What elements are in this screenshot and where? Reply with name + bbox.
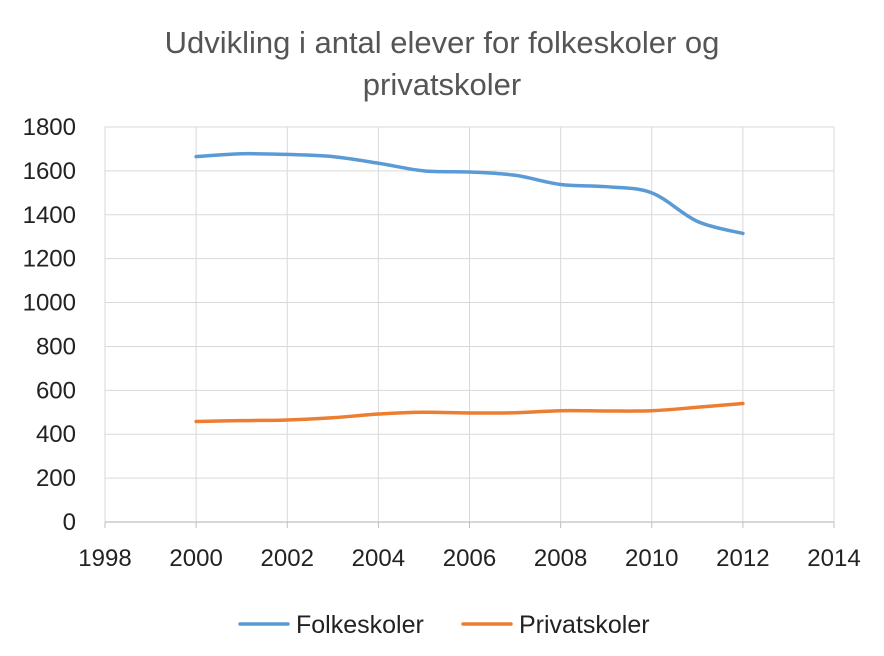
- x-tick-label: 2004: [352, 545, 405, 572]
- chart-title: Udvikling i antal elever for folkeskoler…: [0, 22, 884, 106]
- x-tick-label: 2002: [261, 545, 314, 572]
- gridlines: [104, 126, 835, 523]
- y-tick-label: 0: [63, 509, 76, 536]
- series-line-folkeskoler: [194, 151, 745, 236]
- x-tick-label: 2014: [807, 545, 860, 572]
- x-tick-label: 2012: [716, 545, 769, 572]
- y-tick-label: 800: [36, 333, 76, 360]
- y-tick-label: 1800: [23, 114, 76, 141]
- legend-label-privatskoler: Privatskoler: [519, 611, 650, 639]
- y-axis-ticks: 0 200 400 600 800 1000 1200 1400 1600 1800: [23, 114, 76, 536]
- x-tick-label: 2008: [534, 545, 587, 572]
- x-tick-label: 2000: [169, 545, 222, 572]
- series-line-privatskoler: [194, 401, 745, 424]
- y-tick-label: 200: [36, 465, 76, 492]
- y-tick-label: 400: [36, 421, 76, 448]
- y-tick-label: 1600: [23, 158, 76, 185]
- y-tick-label: 1200: [23, 246, 76, 273]
- y-tick-label: 600: [36, 377, 76, 404]
- chart-title-line-2: privatskoler: [362, 67, 522, 102]
- legend-label-folkeskoler: Folkeskoler: [296, 611, 424, 639]
- x-axis-ticks: 1998 2000 2002 2004 2006 2008 2010 2012 2014: [78, 522, 861, 572]
- x-tick-label: 2006: [443, 545, 496, 572]
- y-tick-label: 1000: [23, 290, 76, 317]
- x-tick-label: 2010: [625, 545, 678, 572]
- x-tick-label: 1998: [78, 545, 131, 572]
- chart-title-line-1: Udvikling i antal elever for folkeskoler…: [164, 25, 720, 60]
- legend: Folkeskoler Privatskoler: [238, 611, 650, 639]
- series-lines: [194, 151, 745, 424]
- y-tick-label: 1400: [23, 202, 76, 229]
